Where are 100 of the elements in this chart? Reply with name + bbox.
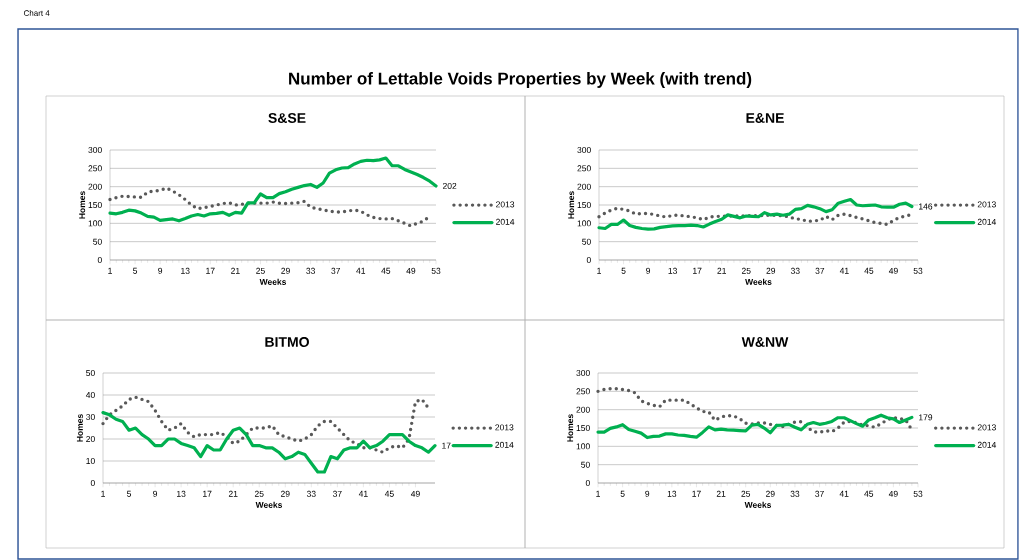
x-tick-label: 37 (815, 267, 825, 274)
y-tick-label: 10 (86, 458, 95, 465)
y-tick-label: 300 (576, 370, 590, 377)
x-tick-label: 5 (620, 490, 625, 497)
y-axis-title: Homes (568, 191, 575, 219)
x-tick-label: 21 (231, 267, 240, 274)
y-tick-label: 50 (93, 238, 102, 245)
y-tick-label: 200 (576, 406, 590, 413)
x-tick-label: 45 (384, 490, 394, 497)
x-tick-label: 49 (888, 267, 898, 274)
x-tick-label: 9 (153, 490, 158, 497)
x-tick-label: 33 (790, 490, 800, 497)
line-series (596, 413, 914, 440)
y-tick-label: 200 (577, 183, 591, 190)
x-axis-title: Weeks (255, 501, 283, 508)
y-tick-label: 100 (576, 443, 590, 450)
y-axis-title: Homes (567, 414, 574, 442)
x-tick-label: 29 (766, 490, 775, 497)
x-tick-label: 33 (790, 267, 800, 274)
y-tick-label: 50 (86, 370, 95, 377)
line-series (597, 197, 914, 231)
x-tick-label: 25 (741, 267, 751, 274)
chart-title: E&NE (746, 113, 784, 123)
y-tick-label: 300 (577, 147, 591, 154)
x-tick-label: 45 (864, 267, 874, 274)
x-tick-label: 17 (693, 267, 702, 274)
chart-title: S&SE (268, 113, 306, 123)
x-tick-label: 13 (181, 267, 190, 274)
y-tick-label: 100 (577, 220, 591, 227)
legend-label: 2013 (495, 424, 514, 431)
legend-label: 2014 (495, 441, 514, 448)
x-tick-label: 53 (431, 267, 441, 274)
x-axis-title: Weeks (745, 278, 772, 285)
y-tick-label: 0 (585, 480, 590, 487)
y-axis-title: Homes (76, 414, 83, 442)
x-tick-label: 5 (621, 267, 626, 274)
x-tick-label: 5 (127, 490, 132, 497)
x-tick-label: 13 (177, 490, 186, 497)
x-tick-label: 9 (646, 267, 651, 274)
legend-label: 2014 (977, 218, 997, 225)
y-tick-label: 50 (582, 238, 591, 245)
x-tick-label: 17 (203, 490, 212, 497)
legend-label: 2013 (977, 424, 996, 431)
x-tick-label: 13 (667, 490, 677, 497)
y-tick-label: 300 (88, 147, 102, 154)
x-tick-label: 45 (864, 490, 874, 497)
y-tick-label: 30 (86, 414, 95, 421)
chart-title: W&NW (741, 337, 789, 347)
y-tick-label: 40 (85, 392, 95, 399)
legend-label: 2013 (977, 201, 996, 208)
x-axis-title: Weeks (744, 501, 772, 508)
y-tick-label: 150 (88, 202, 102, 209)
text: Number of Lettable Voids Properties by Week (with trend) (289, 72, 752, 88)
legend-label: 2014 (496, 218, 515, 225)
x-tick-label: 1 (101, 490, 105, 497)
x-tick-label: 33 (306, 490, 316, 497)
y-tick-label: 20 (86, 436, 95, 443)
x-tick-label: 37 (815, 490, 824, 497)
x-tick-label: 9 (645, 490, 650, 497)
x-tick-label: 25 (256, 267, 265, 274)
y-axis-title: Homes (79, 191, 86, 219)
x-tick-label: 13 (668, 267, 677, 274)
x-axis-title: Weeks (259, 278, 287, 285)
x-tick-label: 29 (281, 267, 290, 274)
y-tick-label: 250 (88, 165, 102, 172)
x-tick-label: 29 (280, 490, 290, 497)
x-tick-label: 49 (410, 490, 420, 497)
x-tick-label: 21 (716, 490, 726, 497)
x-tick-label: 37 (331, 267, 340, 274)
y-tick-label: 100 (88, 220, 102, 227)
y-tick-label: 250 (577, 165, 591, 172)
x-tick-label: 53 (913, 490, 923, 497)
chart-title: BITMO (265, 337, 309, 347)
x-tick-label: 41 (358, 490, 368, 497)
y-tick-label: 50 (581, 461, 590, 468)
x-tick-label: 1 (596, 490, 600, 497)
x-tick-label: 17 (692, 490, 701, 497)
legend-label: 2013 (496, 201, 515, 208)
x-tick-label: 49 (406, 267, 416, 274)
x-tick-label: 41 (839, 267, 849, 274)
data-label: 202 (442, 182, 457, 189)
x-tick-label: 21 (717, 267, 727, 274)
data-label: 179 (919, 414, 933, 421)
x-tick-label: 53 (913, 267, 923, 274)
data-label: 146 (919, 203, 933, 210)
legend-label: 2014 (977, 441, 997, 448)
x-tick-label: 1 (597, 267, 601, 274)
y-tick-label: 150 (576, 425, 590, 432)
x-tick-label: 1 (108, 267, 112, 274)
x-tick-label: 41 (356, 267, 366, 274)
x-tick-label: 45 (381, 267, 391, 274)
x-tick-label: 5 (133, 267, 138, 274)
x-tick-label: 33 (306, 267, 315, 274)
x-tick-label: 49 (888, 490, 898, 497)
x-tick-label: 17 (206, 267, 215, 274)
data-label: 17 (442, 442, 451, 449)
x-tick-label: 25 (254, 490, 264, 497)
x-tick-label: 9 (158, 267, 163, 274)
caption: Chart 4 (23, 10, 50, 16)
x-tick-label: 37 (332, 490, 342, 497)
